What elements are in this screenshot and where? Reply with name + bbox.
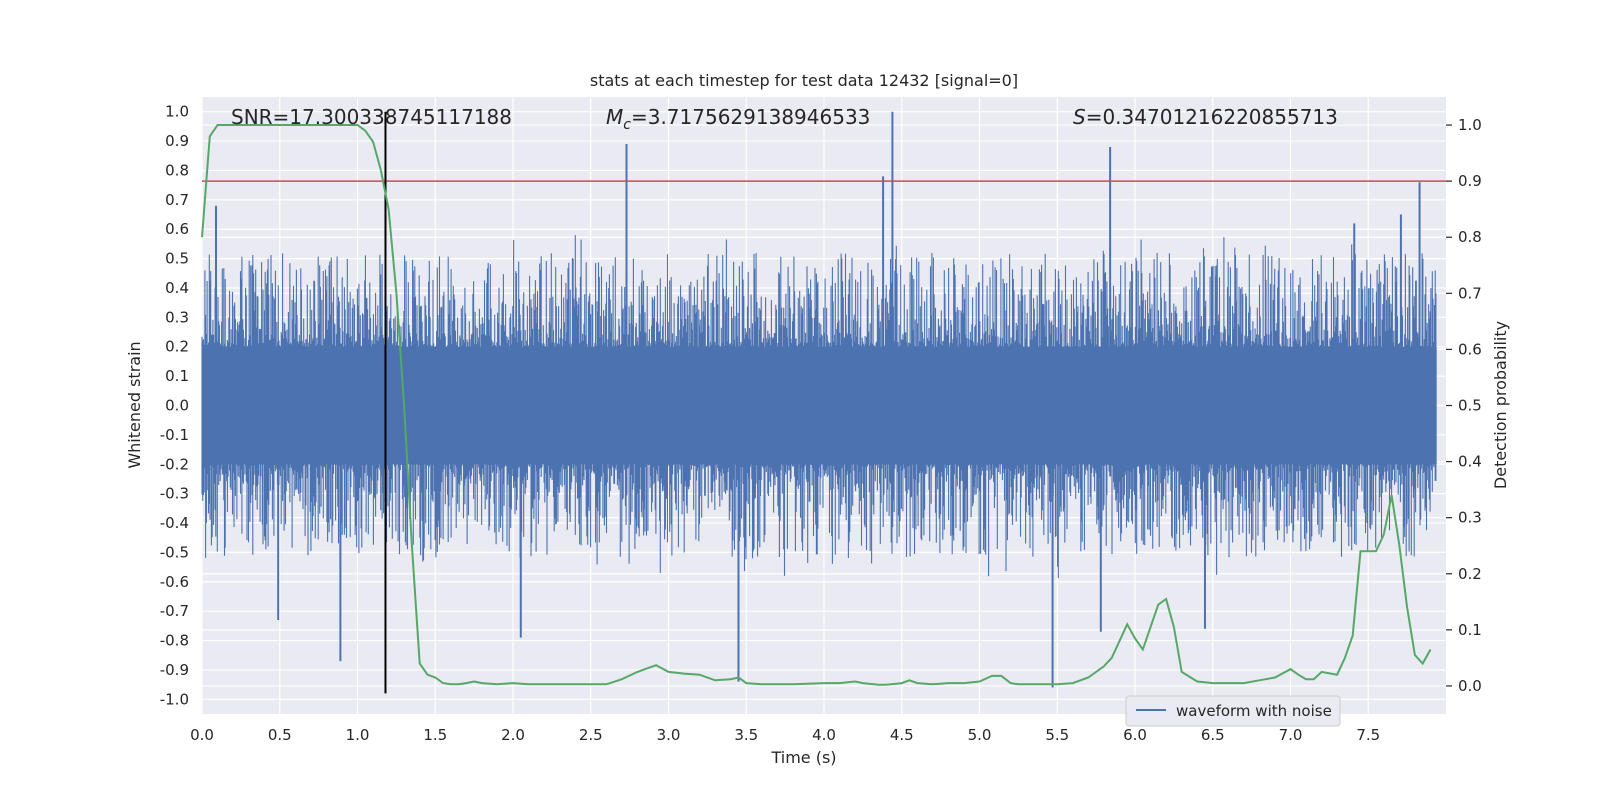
- y-right-tick-label: 1.0: [1458, 116, 1482, 134]
- probability-line: [201, 124, 1432, 686]
- x-tick-label: 0.5: [268, 726, 292, 744]
- y-axis-left-ticks: 1.0 0.9 0.8 0.7 0.6 0.5 0.4 0.3 0.2 0.1 0.0 -0.1 -0.…: [160, 103, 189, 709]
- probability-series: [201, 124, 1432, 686]
- s-value: =0.34701216220855713: [1086, 105, 1338, 129]
- x-tick-label: 0.0: [190, 726, 214, 744]
- y-left-tick-label: 0.9: [165, 132, 189, 150]
- mc-annotation: Mc=3.7175629138946533: [606, 105, 870, 133]
- y-left-tick-label: 0.3: [165, 308, 189, 326]
- y-axis-left-label: Whitened strain: [125, 341, 144, 468]
- chart-title: stats at each timestep for test data 124…: [590, 71, 1018, 90]
- y-left-tick-label: 0.6: [165, 220, 189, 238]
- y-right-tick-label: 0.2: [1458, 565, 1482, 583]
- x-tick-label: 3.5: [734, 726, 758, 744]
- snr-annotation: SNR=17.300338745117188: [231, 105, 512, 129]
- x-tick-label: 1.5: [423, 726, 447, 744]
- y-left-tick-label: -0.7: [160, 602, 189, 620]
- y-left-tick-label: -1.0: [160, 690, 189, 708]
- y-left-tick-label: 1.0: [165, 103, 189, 121]
- x-axis-label: Time (s): [770, 748, 836, 767]
- y-left-tick-label: -0.3: [160, 485, 189, 503]
- waveform-series: [201, 111, 1437, 688]
- y-right-tick-label: 0.0: [1458, 677, 1482, 695]
- x-tick-label: 4.0: [812, 726, 836, 744]
- y-left-tick-label: 0.4: [165, 279, 189, 297]
- y-axis-right-label: Detection probability: [1491, 321, 1510, 489]
- y-left-tick-label: 0.8: [165, 161, 189, 179]
- legend-box: [1125, 695, 1341, 727]
- x-tick-label: 5.5: [1045, 726, 1069, 744]
- mc-value: =3.7175629138946533: [631, 105, 870, 129]
- y-left-tick-label: -0.5: [160, 543, 189, 561]
- y-left-tick-label: 0.1: [165, 367, 189, 385]
- y-right-tick-label: 0.5: [1458, 397, 1482, 415]
- y-left-tick-label: 0.0: [165, 397, 189, 415]
- x-tick-label: 6.5: [1201, 726, 1225, 744]
- y-right-tick-label: 0.1: [1458, 621, 1482, 639]
- y-left-tick-label: -0.4: [160, 514, 189, 532]
- x-tick-label: 7.5: [1356, 726, 1380, 744]
- legend-label-waveform: waveform with noise: [1176, 702, 1332, 720]
- y-right-tick-label: 0.9: [1458, 172, 1482, 190]
- y-left-tick-label: -0.9: [160, 661, 189, 679]
- x-axis-ticks: 0.0 0.5 1.0 1.5 2.0 2.5 3.0 3.5 4.0 4.5 5.0 5.5 6.0 6…: [190, 726, 1380, 744]
- x-tick-label: 2.0: [501, 726, 525, 744]
- y-axis-right-ticks: 1.0 0.9 0.8 0.7 0.6 0.5 0.4 0.3 0.2 0.1 0.0: [1446, 116, 1482, 695]
- x-tick-label: 3.0: [657, 726, 681, 744]
- y-left-tick-label: -0.1: [160, 426, 189, 444]
- y-right-tick-label: 0.7: [1458, 284, 1482, 302]
- waveform-core-band: [202, 346, 1437, 465]
- x-tick-label: 6.0: [1123, 726, 1147, 744]
- x-tick-label: 1.0: [346, 726, 370, 744]
- y-left-tick-label: 0.2: [165, 338, 189, 356]
- x-tick-label: 2.5: [579, 726, 603, 744]
- s-annotation: S=0.34701216220855713: [1073, 105, 1338, 129]
- legend: waveform with noise: [1125, 695, 1341, 727]
- mc-subscript: c: [623, 117, 631, 133]
- y-right-tick-label: 0.8: [1458, 228, 1482, 246]
- y-right-tick-label: 0.3: [1458, 509, 1482, 527]
- y-left-tick-label: -0.6: [160, 573, 189, 591]
- s-symbol: S: [1073, 105, 1086, 129]
- y-right-tick-label: 0.4: [1458, 453, 1482, 471]
- y-left-tick-label: -0.8: [160, 632, 189, 650]
- y-left-tick-label: 0.7: [165, 191, 189, 209]
- y-right-tick-label: 0.6: [1458, 340, 1482, 358]
- mc-symbol: M: [606, 105, 623, 129]
- x-tick-label: 7.0: [1279, 726, 1303, 744]
- y-left-tick-label: 0.5: [165, 250, 189, 268]
- x-tick-label: 5.0: [968, 726, 992, 744]
- x-tick-label: 4.5: [890, 726, 914, 744]
- y-left-tick-label: -0.2: [160, 455, 189, 473]
